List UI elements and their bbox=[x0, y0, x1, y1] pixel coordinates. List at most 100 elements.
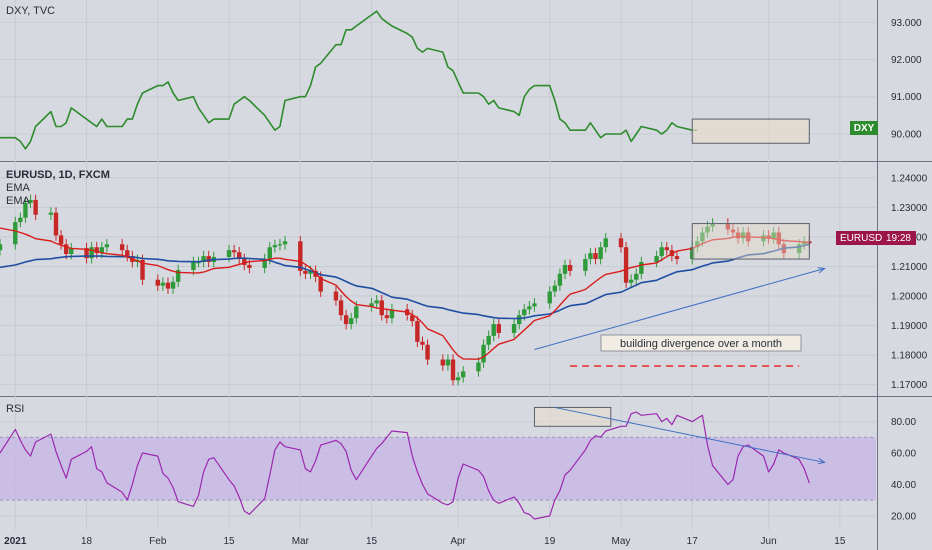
candle-body bbox=[13, 222, 18, 245]
candle bbox=[165, 277, 171, 294]
candle bbox=[206, 250, 211, 268]
candle bbox=[776, 227, 781, 250]
candle-body bbox=[527, 306, 532, 310]
candle bbox=[389, 303, 395, 324]
x-tick-label: Apr bbox=[450, 536, 466, 547]
candle-body bbox=[58, 235, 64, 245]
candle-body bbox=[191, 262, 196, 270]
candle-body bbox=[654, 256, 659, 263]
candle bbox=[201, 250, 206, 268]
candle-body bbox=[318, 276, 323, 292]
candle-body bbox=[237, 252, 242, 260]
candle bbox=[242, 253, 247, 271]
candle-body bbox=[175, 269, 181, 282]
candle bbox=[639, 256, 644, 280]
candle bbox=[532, 298, 537, 312]
candle-body bbox=[272, 245, 278, 248]
annotation-layer bbox=[533, 118, 826, 465]
candle bbox=[654, 250, 659, 268]
candle bbox=[516, 309, 522, 330]
candle bbox=[491, 318, 496, 342]
candle-body bbox=[623, 247, 629, 283]
eurusd-y-tick-label: 1.21000 bbox=[891, 262, 928, 273]
candle bbox=[262, 253, 267, 274]
candle-body bbox=[63, 244, 69, 255]
eurusd-divergence-arrow-head bbox=[817, 267, 826, 274]
candle-body bbox=[588, 253, 593, 260]
x-tick-label: 17 bbox=[687, 536, 699, 547]
candle bbox=[740, 227, 746, 244]
candle bbox=[282, 235, 288, 250]
candle bbox=[695, 235, 700, 253]
candle bbox=[735, 227, 741, 244]
candle-body bbox=[593, 253, 598, 260]
candle-body bbox=[165, 282, 171, 289]
candle-body bbox=[674, 256, 680, 260]
dxy-price-badge: DXY bbox=[850, 121, 878, 135]
candle-body bbox=[104, 244, 110, 248]
candle-body bbox=[374, 300, 379, 304]
candle-body bbox=[125, 250, 130, 257]
candle-body bbox=[618, 238, 624, 248]
candle bbox=[425, 339, 430, 365]
candle-body bbox=[119, 244, 125, 251]
candle-body bbox=[450, 359, 456, 381]
candle-body bbox=[160, 282, 166, 286]
candle bbox=[89, 241, 94, 264]
candle bbox=[333, 286, 339, 306]
candle-body bbox=[664, 247, 669, 251]
series-layer bbox=[0, 10, 812, 520]
candle-body bbox=[303, 270, 308, 274]
candle bbox=[140, 254, 145, 286]
candle-body bbox=[262, 259, 267, 268]
candle bbox=[298, 235, 303, 277]
candle bbox=[119, 238, 125, 256]
candle bbox=[710, 218, 715, 232]
candle bbox=[664, 241, 669, 256]
dxy-y-tick-label: 92.000 bbox=[891, 55, 922, 66]
candle-body bbox=[410, 315, 415, 322]
candle bbox=[455, 371, 461, 386]
x-tick-label: Jun bbox=[761, 536, 777, 547]
candle-body bbox=[532, 303, 537, 307]
candle bbox=[175, 264, 181, 288]
dxy-highlight-box bbox=[691, 118, 810, 144]
candle-body bbox=[99, 247, 104, 254]
candle-body bbox=[516, 315, 522, 325]
x-tick-label: 15 bbox=[223, 536, 235, 547]
candle bbox=[496, 318, 502, 339]
rsi-y-tick-label: 80.00 bbox=[891, 417, 916, 428]
candle-body bbox=[231, 250, 237, 253]
candle bbox=[725, 218, 731, 235]
candle bbox=[603, 233, 608, 253]
candle bbox=[160, 277, 166, 291]
candle-body bbox=[53, 212, 59, 236]
candle bbox=[486, 330, 491, 351]
candle-body bbox=[761, 235, 766, 242]
candle-body bbox=[94, 247, 99, 254]
candle-body bbox=[567, 264, 573, 271]
candle bbox=[277, 238, 283, 251]
candle-body bbox=[277, 244, 283, 246]
x-tick-label: 15 bbox=[366, 536, 378, 547]
candle-body bbox=[267, 247, 272, 260]
x-tick-label: 2021 bbox=[4, 536, 27, 547]
candle-body bbox=[460, 371, 466, 378]
candle bbox=[761, 230, 766, 247]
candle-body bbox=[247, 264, 252, 268]
candle bbox=[771, 227, 776, 244]
candle-body bbox=[710, 223, 715, 227]
dxy-panel-title: DXY, TVC bbox=[6, 5, 55, 17]
candle-body bbox=[730, 229, 736, 233]
candle-body bbox=[89, 247, 94, 259]
candle-body bbox=[298, 241, 303, 271]
dxy-badge-label: DXY bbox=[854, 123, 875, 134]
candle-body bbox=[196, 262, 201, 264]
candle bbox=[374, 295, 379, 309]
eurusd-badge-time: 19:28 bbox=[886, 233, 911, 244]
candle bbox=[623, 241, 629, 289]
x-tick-label: May bbox=[612, 536, 631, 547]
candle bbox=[318, 271, 323, 297]
candle-body bbox=[476, 362, 481, 372]
